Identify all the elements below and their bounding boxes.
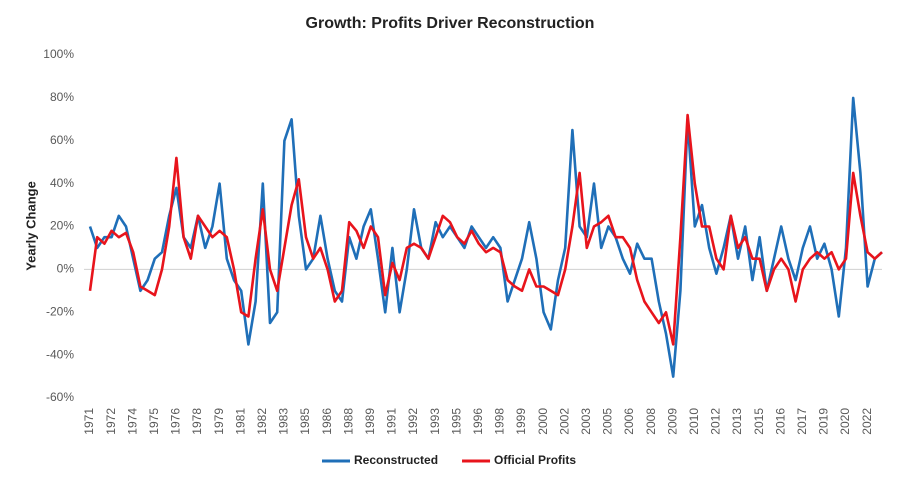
x-tick-label: 2020 — [838, 408, 852, 435]
y-axis-title: Yearly Change — [23, 181, 38, 271]
x-tick-label: 1983 — [277, 408, 291, 435]
y-tick-label: -40% — [46, 347, 74, 361]
legend-label: Official Profits — [494, 453, 576, 467]
y-tick-label: 100% — [43, 47, 74, 61]
x-tick-label: 1986 — [320, 408, 334, 435]
x-tick-label: 2015 — [752, 408, 766, 435]
x-tick-label: 1979 — [212, 408, 226, 435]
y-tick-label: 20% — [50, 219, 74, 233]
x-tick-label: 2019 — [817, 408, 831, 435]
x-tick-label: 2005 — [601, 408, 615, 435]
x-tick-label: 1981 — [233, 408, 247, 435]
x-tick-label: 1975 — [147, 408, 161, 435]
legend-label: Reconstructed — [354, 453, 438, 467]
y-tick-label: -60% — [46, 390, 74, 404]
x-tick-label: 2009 — [665, 408, 679, 435]
x-tick-label: 1976 — [169, 408, 183, 435]
x-tick-label: 1988 — [341, 408, 355, 435]
x-tick-label: 1991 — [385, 408, 399, 435]
x-tick-label: 1995 — [449, 408, 463, 435]
x-tick-label: 2012 — [709, 408, 723, 435]
x-tick-label: 2017 — [795, 408, 809, 435]
line-series — [88, 96, 883, 378]
y-tick-label: 0% — [57, 262, 75, 276]
x-tick-label: 1992 — [406, 408, 420, 435]
y-tick-label: 60% — [50, 133, 74, 147]
x-tick-label: 1974 — [125, 408, 139, 435]
x-tick-label: 1996 — [471, 408, 485, 435]
x-tick-label: 1985 — [298, 408, 312, 435]
x-tick-label: 2008 — [644, 408, 658, 435]
y-tick-label: 80% — [50, 90, 74, 104]
line-series — [88, 113, 883, 346]
x-tick-label: 2003 — [579, 408, 593, 435]
x-tick-label: 2022 — [860, 408, 874, 435]
y-tick-label: 40% — [50, 176, 74, 190]
x-tick-label: 1998 — [493, 408, 507, 435]
x-tick-label: 2013 — [730, 408, 744, 435]
x-tick-label: 1993 — [428, 408, 442, 435]
x-tick-label: 1978 — [190, 408, 204, 435]
x-tick-label: 1989 — [363, 408, 377, 435]
x-tick-label: 1982 — [255, 408, 269, 435]
chart-title: Growth: Profits Driver Reconstruction — [306, 15, 595, 32]
x-tick-label: 2006 — [622, 408, 636, 435]
x-tick-label: 1972 — [104, 408, 118, 435]
x-tick-label: 2016 — [773, 408, 787, 435]
x-tick-label: 1971 — [82, 408, 96, 435]
x-tick-label: 2000 — [536, 408, 550, 435]
x-tick-label: 2002 — [557, 408, 571, 435]
x-tick-label: 1999 — [514, 408, 528, 435]
x-tick-label: 2010 — [687, 408, 701, 435]
y-tick-label: -20% — [46, 304, 74, 318]
